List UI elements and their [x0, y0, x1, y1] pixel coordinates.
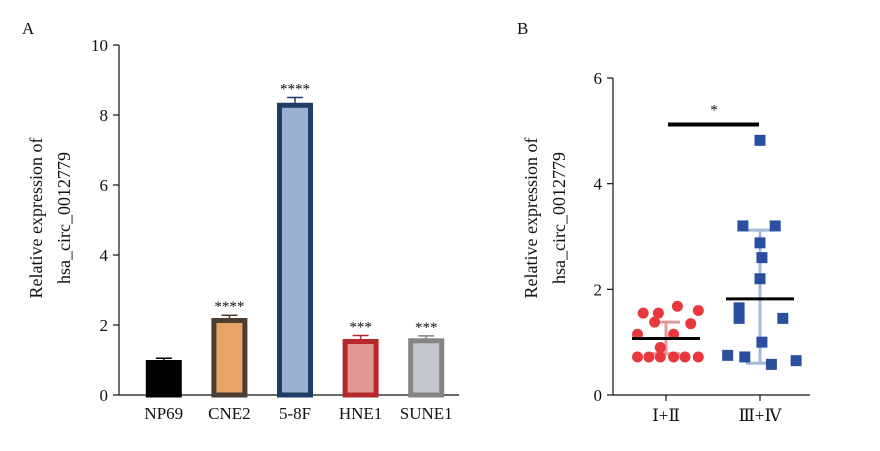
panel-b-scatter-chart: B Relative expression of hsa_circ_001277… [517, 19, 810, 425]
panel-b-y-tick-label: 0 [594, 386, 603, 405]
data-point [756, 336, 768, 348]
panel-b-axes: 0 2 4 6 * [594, 69, 810, 405]
significance-label: *** [415, 320, 438, 336]
group-label: Ⅲ+Ⅳ [739, 406, 783, 425]
group-1: Ⅰ+Ⅱ [632, 300, 704, 425]
data-point [765, 358, 777, 370]
panel-a-y-tick-label: 2 [100, 316, 109, 335]
data-point [632, 351, 643, 363]
panel-a-y-axis-title-line1: Relative expression of [26, 138, 46, 299]
panel-a-axes: 0 2 4 6 8 10 [91, 36, 459, 405]
panel-a-letter: A [22, 19, 35, 38]
data-point [777, 312, 789, 324]
bar-cne2: CNE2 **** [208, 299, 251, 423]
bar-rect [408, 338, 445, 398]
panel-a-y-tick-label: 6 [100, 176, 109, 195]
data-point [733, 302, 745, 314]
bar-rect [145, 360, 182, 398]
data-point [671, 300, 683, 312]
bar-np69: NP69 [144, 357, 183, 423]
data-point [692, 351, 704, 363]
panel-b-points: Ⅰ+Ⅱ Ⅲ+Ⅳ [632, 134, 802, 425]
panel-b-y-tick-label: 2 [594, 280, 603, 299]
data-point [733, 312, 745, 324]
bar-rect [211, 318, 248, 398]
data-point [754, 134, 766, 146]
significance-label: *** [349, 320, 372, 336]
panel-a-y-tick-label: 0 [100, 386, 109, 405]
data-point [649, 316, 661, 328]
panel-b-y-axis-title-line2: hsa_circ_0012779 [549, 152, 569, 284]
data-point [754, 237, 766, 249]
bar-rect [277, 102, 313, 398]
category-label: NP69 [144, 404, 183, 423]
data-point [754, 273, 766, 285]
data-point [643, 351, 655, 363]
data-point [739, 351, 751, 363]
data-point [737, 220, 749, 232]
data-point [668, 351, 680, 363]
data-point [756, 252, 768, 264]
panel-a-y-axis-title: Relative expression of hsa_circ_0012779 [26, 138, 74, 299]
group-2: Ⅲ+Ⅳ [722, 134, 802, 425]
data-point [654, 351, 666, 363]
panel-b-letter: B [517, 19, 528, 38]
data-point [637, 307, 649, 319]
data-point [692, 304, 704, 316]
data-point [790, 355, 802, 367]
panel-a-y-tick-label: 8 [100, 106, 109, 125]
panel-b-y-tick-label: 4 [594, 175, 603, 194]
category-label: 5-8F [279, 404, 311, 423]
panel-a-y-axis-title-line2: hsa_circ_0012779 [54, 152, 74, 284]
data-point [685, 318, 697, 330]
bar-hne1: HNE1 *** [339, 320, 382, 424]
panel-a-y-tick-label: 4 [100, 246, 109, 265]
data-point [654, 341, 666, 353]
bar-5-8f: 5-8F **** [277, 82, 313, 423]
category-label: HNE1 [339, 404, 382, 423]
panel-a-y-tick-label: 10 [91, 36, 108, 55]
bar-sune1: SUNE1 *** [400, 320, 453, 423]
panel-b-y-tick-label: 6 [594, 69, 603, 88]
panel-b-y-axis-title-line1: Relative expression of [521, 138, 541, 299]
significance-label: **** [214, 299, 244, 315]
category-label: SUNE1 [400, 404, 453, 423]
panel-a-bar-chart: A Relative expression of hsa_circ_001277… [22, 19, 459, 423]
category-label: CNE2 [208, 404, 251, 423]
panel-b-y-axis-title: Relative expression of hsa_circ_0012779 [521, 138, 569, 299]
significance-label: **** [280, 82, 310, 98]
group-label: Ⅰ+Ⅱ [652, 406, 680, 425]
data-point [769, 220, 781, 232]
panel-a-bars: NP69 CNE2 **** 5-8F **** HNE1 *** SUNE1 *** [144, 82, 452, 424]
data-point [652, 307, 664, 319]
significance-label: * [710, 102, 718, 118]
data-point [722, 349, 734, 361]
bar-rect [342, 339, 379, 398]
data-point [679, 351, 691, 363]
